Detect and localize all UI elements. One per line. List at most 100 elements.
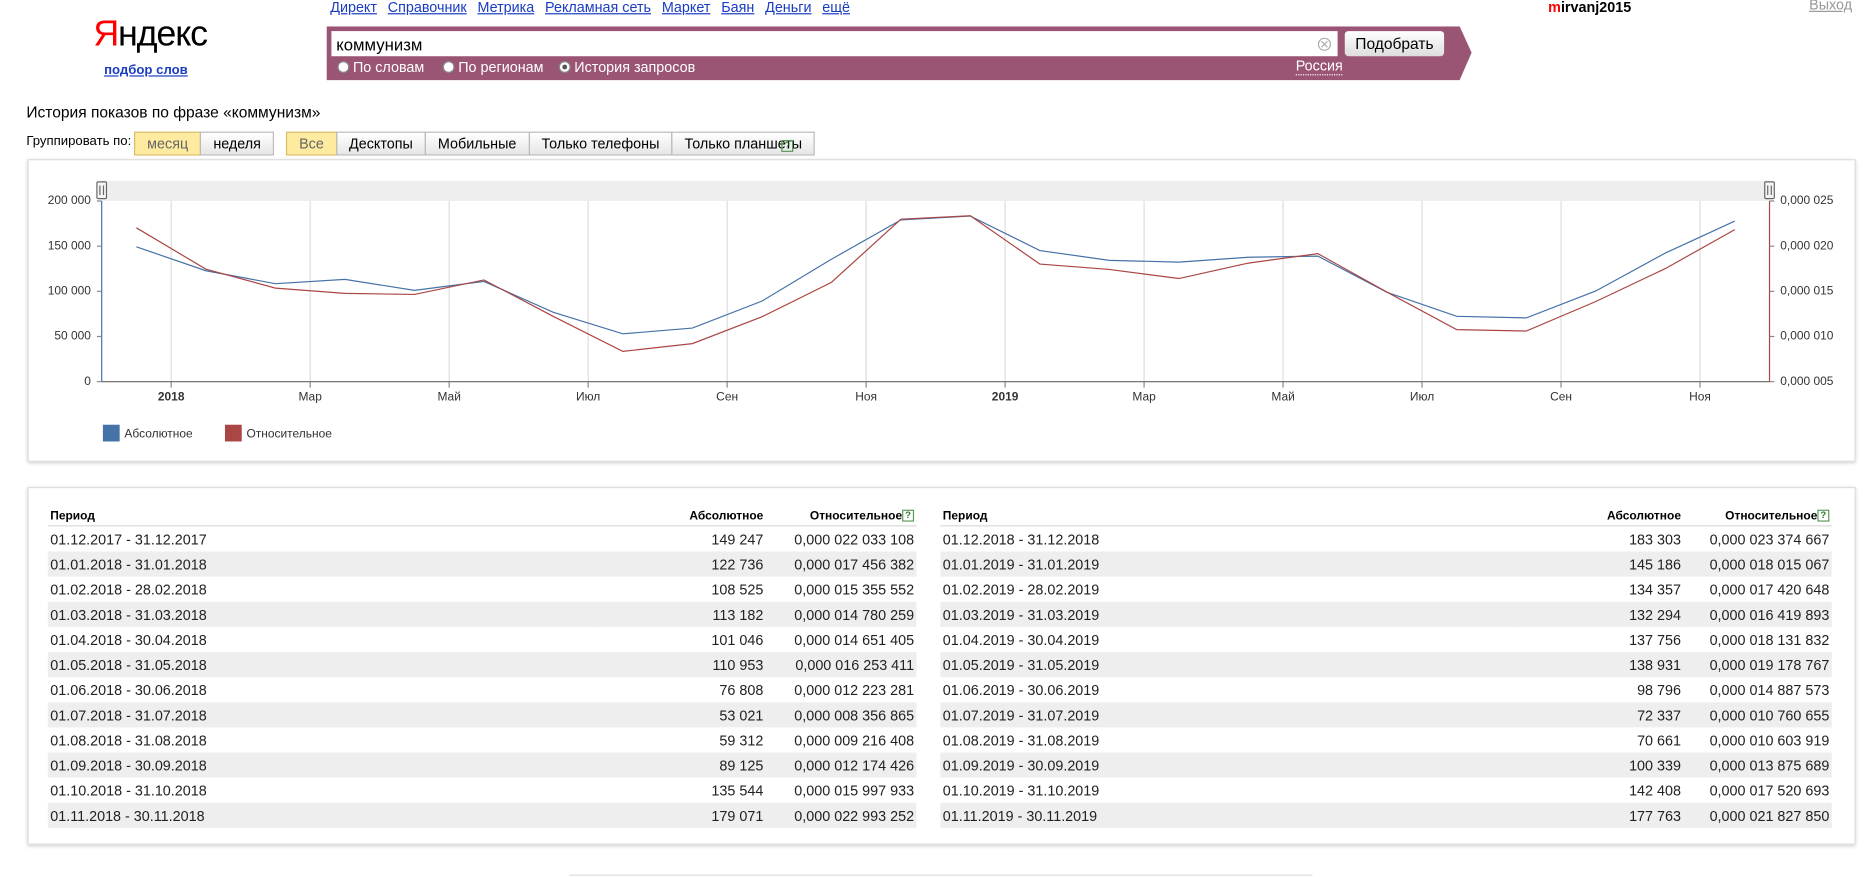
- table-cell: 0,000 022 033 108: [794, 530, 915, 548]
- table-cell: 0,000 017 520 693: [1709, 781, 1830, 799]
- table-cell: 70 661: [1637, 731, 1681, 749]
- device-button[interactable]: Мобильные: [424, 131, 530, 156]
- table-row: 01.02.2018 - 28.02.2018 108 525 0,000 015 …: [48, 577, 917, 602]
- help-icon[interactable]: ?: [902, 509, 915, 522]
- search-input[interactable]: [331, 31, 1338, 57]
- column-title: Абсолютное: [1607, 509, 1681, 523]
- x-tick-label: Сен: [1550, 389, 1572, 403]
- legend-label[interactable]: Относительное: [247, 426, 333, 440]
- table-row: 01.09.2019 - 30.09.2019 100 339 0,000 013 …: [940, 752, 1832, 778]
- radio[interactable]: [337, 61, 350, 73]
- search-button[interactable]: Подобрать: [1344, 31, 1445, 57]
- table-cell: 01.06.2019 - 30.06.2019: [942, 681, 1100, 699]
- table-head: Период Абсолютное Относительное?: [940, 506, 1832, 527]
- x-tick-label: Июл: [1410, 389, 1434, 403]
- radio[interactable]: [558, 61, 571, 73]
- navigator-handle[interactable]: [1764, 181, 1775, 200]
- legend-label[interactable]: Абсолютное: [124, 426, 193, 440]
- table-row: 01.12.2017 - 31.12.2017 149 247 0,000 022 …: [48, 526, 917, 552]
- device-button[interactable]: Все: [285, 131, 338, 156]
- table-row: 01.02.2019 - 28.02.2019 134 357 0,000 017 …: [940, 577, 1831, 602]
- table-cell: 113 182: [598, 601, 766, 627]
- navigator-band: [101, 180, 1770, 202]
- column-title: Относительное: [1725, 509, 1818, 523]
- table-row: 01.01.2018 - 31.01.2018 122 736 0,000 017 …: [47, 551, 917, 577]
- navigator-handle[interactable]: [96, 181, 108, 200]
- table-cell: 145 186: [1515, 551, 1684, 577]
- user-name[interactable]: mirvanj2015: [1548, 0, 1632, 16]
- table-cell: 101 046: [711, 631, 764, 648]
- mode-label[interactable]: По регионам: [458, 58, 544, 76]
- help-icon[interactable]: ?: [1817, 509, 1830, 522]
- y2-tick-label: 0,000 025: [1780, 193, 1834, 207]
- table-row: 01.03.2019 - 31.03.2019 132 294 0,000 016 …: [940, 601, 1832, 627]
- footer-line: [569, 874, 1313, 876]
- radio[interactable]: [442, 61, 455, 73]
- device-button[interactable]: Только планшеты: [671, 131, 816, 156]
- mode-label[interactable]: История запросов: [574, 58, 696, 76]
- table-row: 01.07.2018 - 31.07.2018 53 021 0,000 008 3…: [47, 702, 917, 728]
- group-button[interactable]: неделя: [200, 131, 275, 156]
- top-nav: Директ Справочник Метрика Рекламная сеть Мар…: [330, 0, 861, 18]
- table-cell: 142 408: [1629, 781, 1681, 799]
- nav-link[interactable]: Директ: [330, 0, 377, 16]
- y-tick-label: 200 000: [48, 193, 92, 207]
- search-query: коммунизм: [336, 34, 423, 54]
- legend-swatch[interactable]: [224, 424, 242, 442]
- group-label: Группировать по:: [26, 134, 132, 149]
- column-header: Относительное?: [1683, 506, 1832, 527]
- clear-circle: [1317, 37, 1332, 51]
- region[interactable]: Россия: [1295, 57, 1343, 76]
- table-row: 01.01.2019 - 31.01.2019 145 186 0,000 018 …: [940, 551, 1832, 577]
- table-body: 01.12.2018 - 31.12.2018 183 303 0,000 023 …: [940, 526, 1832, 828]
- page-title: История показов по фразе «коммунизм»: [26, 102, 321, 121]
- data-table: Период Абсолютное Относительное? 01.12.2017…: [47, 506, 917, 828]
- logout[interactable]: Выход: [1809, 0, 1853, 14]
- column-title: Период: [50, 509, 95, 523]
- clear-icon[interactable]: [1317, 37, 1332, 51]
- table-cell: 01.10.2018 - 31.10.2018: [50, 781, 207, 799]
- table-cell: 01.04.2018 - 30.04.2018: [50, 631, 207, 648]
- nav-link[interactable]: Справочник: [387, 0, 467, 16]
- table-cell: 0,000 018 015 067: [1683, 551, 1832, 577]
- logo-wrap[interactable]: Яндекс: [93, 14, 208, 55]
- column-header: Абсолютное: [598, 506, 766, 527]
- table-row: 01.08.2018 - 31.08.2018 59 312 0,000 009 2…: [48, 727, 917, 752]
- device-button[interactable]: Только телефоны: [528, 131, 673, 156]
- x-tick-label: Май: [1271, 389, 1294, 403]
- group-button[interactable]: месяц: [134, 131, 202, 156]
- table-cell: 01.09.2019 - 30.09.2019: [940, 752, 1516, 778]
- y2-tick-label: 0,000 020: [1780, 238, 1834, 252]
- table-cell: 177 763: [1515, 802, 1684, 828]
- y2-tick-label: 0,000 010: [1780, 329, 1834, 343]
- nav-link[interactable]: Рекламная сеть: [545, 0, 652, 16]
- x-tick-label: Сен: [716, 389, 738, 403]
- nav-link[interactable]: Метрика: [477, 0, 535, 16]
- table-cell: 0,000 013 875 689: [1683, 752, 1832, 778]
- table-cell: 01.12.2018 - 31.12.2018: [942, 530, 1100, 548]
- device-button[interactable]: Десктопы: [335, 131, 426, 156]
- legend-swatch[interactable]: [102, 424, 120, 442]
- nav-link[interactable]: ещё: [822, 0, 851, 16]
- column-header: Период: [47, 506, 599, 527]
- table-cell: 01.03.2019 - 31.03.2019: [940, 601, 1516, 627]
- table-cell: 89 125: [598, 752, 766, 778]
- clear-cross: [1321, 40, 1328, 48]
- logo[interactable]: Яндекс: [93, 14, 208, 54]
- table-row: 01.07.2019 - 31.07.2019 72 337 0,000 010 7…: [940, 702, 1832, 728]
- table-cell: 01.08.2018 - 31.08.2018: [50, 731, 207, 749]
- table-cell: 137 756: [1629, 631, 1681, 648]
- help-icon[interactable]: ?: [781, 139, 794, 152]
- table-cell: 0,000 019 178 767: [1683, 652, 1832, 678]
- mode-label[interactable]: По словам: [352, 58, 425, 76]
- y2-tick-label: 0,000 005: [1780, 374, 1834, 388]
- table-cell: 01.06.2018 - 30.06.2018: [50, 681, 207, 699]
- nav-link[interactable]: Деньги: [765, 0, 812, 16]
- nav-link[interactable]: Маркет: [661, 0, 711, 16]
- table-cell: 01.01.2019 - 31.01.2019: [940, 551, 1516, 577]
- column-title: Абсолютное: [689, 509, 764, 523]
- x-tick-label: 2019: [992, 389, 1019, 403]
- logo-sub[interactable]: подбор слов: [104, 63, 188, 78]
- nav-link[interactable]: Баян: [721, 0, 755, 16]
